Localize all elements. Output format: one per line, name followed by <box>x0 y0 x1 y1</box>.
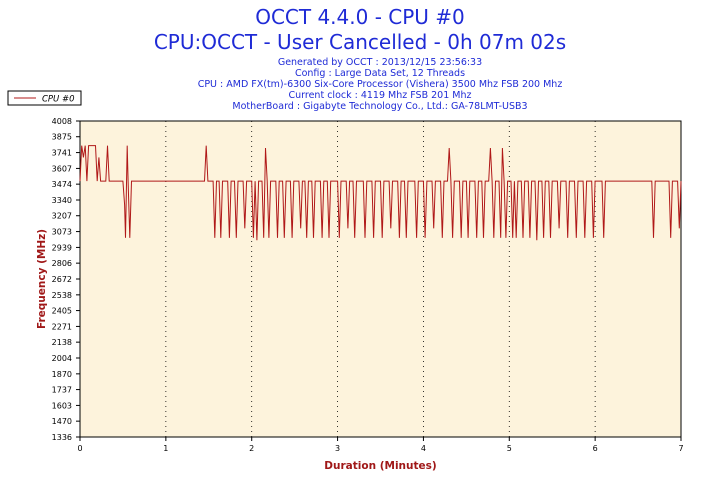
y-tick-label: 1737 <box>52 386 72 395</box>
x-tick-label: 4 <box>421 444 426 453</box>
legend-box <box>7 90 82 106</box>
y-axis-label: Frequency (MHz) <box>36 229 48 329</box>
x-tick-label: 6 <box>593 444 598 453</box>
x-tick-label: 0 <box>77 444 82 453</box>
x-tick-label: 7 <box>678 444 683 453</box>
y-tick-label: 2405 <box>52 307 72 316</box>
y-tick-label: 2004 <box>52 354 72 363</box>
y-tick-label: 2138 <box>52 338 72 347</box>
y-tick-label: 3340 <box>52 196 72 205</box>
y-tick-label: 1336 <box>52 433 72 442</box>
x-tick-label: 2 <box>249 444 254 453</box>
x-axis-label: Duration (Minutes) <box>324 460 436 472</box>
info-config: Config : Large Data Set, 12 Threads <box>294 68 466 79</box>
chart-subtitle: CPU:OCCT - User Cancelled - 0h 07m 02s <box>153 30 567 54</box>
y-tick-label: 3875 <box>52 133 72 142</box>
y-tick-label: 2271 <box>52 322 72 331</box>
chart-title: OCCT 4.4.0 - CPU #0 <box>255 5 465 29</box>
x-tick-label: 5 <box>507 444 512 453</box>
x-tick-label: 1 <box>163 444 168 453</box>
legend: CPU #0 <box>7 90 82 106</box>
y-tick-label: 3607 <box>52 164 72 173</box>
info-motherboard: MotherBoard : Gigabyte Technology Co., L… <box>232 101 528 112</box>
info-cpu: CPU : AMD FX(tm)-6300 Six-Core Processor… <box>197 79 563 90</box>
plot-area <box>79 120 682 438</box>
y-tick-label: 1470 <box>52 417 72 426</box>
y-tick-label: 2806 <box>52 259 72 268</box>
y-tick-label: 2538 <box>52 291 72 300</box>
y-tick-label: 3474 <box>52 180 72 189</box>
y-tick-label: 1870 <box>52 370 72 379</box>
y-tick-label: 3073 <box>52 228 72 237</box>
y-tick-label: 1603 <box>52 401 72 410</box>
legend-label: CPU #0 <box>42 95 75 105</box>
y-tick-label: 4008 <box>52 117 72 126</box>
series-line-cpu0 <box>79 145 682 241</box>
x-tick-label: 3 <box>335 444 340 453</box>
y-tick-label: 3741 <box>52 149 72 158</box>
y-tick-label: 3207 <box>52 212 72 221</box>
info-generated: Generated by OCCT : 2013/12/15 23:56:33 <box>277 57 483 68</box>
y-tick-label: 2672 <box>52 275 72 284</box>
info-clock: Current clock : 4119 Mhz FSB 201 Mhz <box>288 90 472 101</box>
y-tick-label: 2939 <box>52 243 72 252</box>
